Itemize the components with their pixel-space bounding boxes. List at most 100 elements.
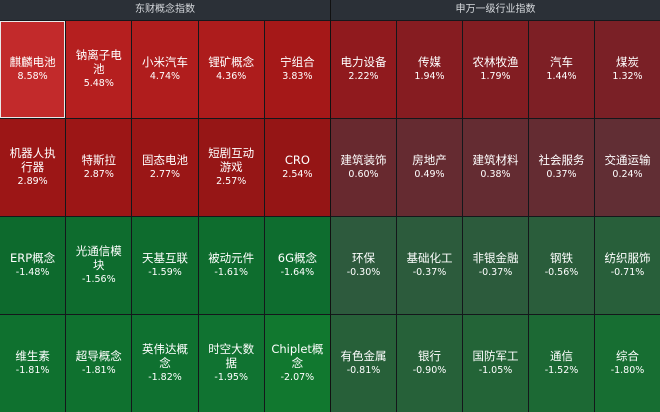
- heatmap-tile[interactable]: 被动元件 -1.61%: [198, 217, 264, 314]
- tile-name: 基础化工: [406, 251, 453, 265]
- tile-name: 被动元件: [208, 251, 255, 265]
- tile-change-percent: -1.52%: [544, 365, 579, 376]
- tile-change-percent: 2.87%: [83, 169, 114, 180]
- heatmap-tile[interactable]: 时空大数据 -1.95%: [198, 315, 264, 412]
- heatmap-tile[interactable]: 维生素 -1.81%: [0, 315, 66, 412]
- heatmap-tile[interactable]: 光通信模块 -1.56%: [66, 217, 132, 314]
- heatmap-tile[interactable]: 汽车 1.44%: [529, 21, 594, 118]
- tile-change-percent: -1.95%: [214, 372, 248, 383]
- heatmap-tile[interactable]: Chiplet概念 -2.07%: [264, 315, 330, 412]
- tile-change-percent: 0.37%: [546, 169, 577, 180]
- tile-change-percent: -1.48%: [15, 267, 50, 278]
- tile-name: 国防军工: [472, 349, 519, 363]
- tile-change-percent: -1.64%: [280, 267, 315, 278]
- heatmap-tile[interactable]: 钠离子电池 5.48%: [66, 21, 132, 118]
- tile-name: 短剧互动游戏: [208, 146, 255, 174]
- heatmap-tile[interactable]: 银行 -0.90%: [397, 315, 462, 412]
- tile-change-percent: -1.61%: [214, 267, 248, 278]
- heatmap-tile[interactable]: 超导概念 -1.81%: [66, 315, 132, 412]
- tile-name: Chiplet概念: [271, 342, 324, 370]
- heatmap-tile[interactable]: 煤炭 1.32%: [595, 21, 660, 118]
- heatmap-tile[interactable]: 6G概念 -1.64%: [264, 217, 330, 314]
- heatmap-tile[interactable]: 通信 -1.52%: [529, 315, 594, 412]
- tile-name: 纺织服饰: [604, 251, 651, 265]
- heatmap-tile[interactable]: 农林牧渔 1.79%: [463, 21, 528, 118]
- panel-title: 东财概念指数: [0, 0, 330, 21]
- tile-change-percent: -0.37%: [478, 267, 513, 278]
- tile-name: 银行: [418, 349, 441, 363]
- tile-name: 机器人执行器: [9, 146, 56, 174]
- tile-name: 麒麟电池: [9, 55, 56, 69]
- heatmap-tile[interactable]: 宁组合 3.83%: [264, 21, 330, 118]
- tile-name: 有色金属: [340, 349, 387, 363]
- tile-name: 特斯拉: [81, 153, 117, 167]
- tile-change-percent: 0.38%: [480, 169, 511, 180]
- tile-name: 社会服务: [538, 153, 585, 167]
- tile-name: 钢铁: [550, 251, 573, 265]
- tile-name: 6G概念: [277, 251, 317, 265]
- heatmap-tile[interactable]: 钢铁 -0.56%: [529, 217, 594, 314]
- tile-change-percent: -1.82%: [148, 372, 182, 383]
- tile-change-percent: 2.77%: [149, 169, 181, 180]
- heatmap-tile[interactable]: 有色金属 -0.81%: [331, 315, 396, 412]
- tile-name: 固态电池: [141, 153, 188, 167]
- tile-change-percent: 5.48%: [83, 78, 114, 89]
- heatmap-tile[interactable]: 电力设备 2.22%: [331, 21, 396, 118]
- tile-change-percent: 0.49%: [414, 169, 445, 180]
- tile-change-percent: 2.57%: [216, 176, 247, 187]
- heatmap-tile[interactable]: 锂矿概念 4.36%: [198, 21, 264, 118]
- tile-name: 天基互联: [141, 251, 188, 265]
- tile-name: 光通信模块: [75, 244, 122, 272]
- heatmap-tile[interactable]: 英伟达概念 -1.82%: [132, 315, 198, 412]
- tile-name: 环保: [352, 251, 375, 265]
- tile-name: CRO: [284, 153, 310, 167]
- heatmap-tile[interactable]: 综合 -1.80%: [595, 315, 660, 412]
- heatmap-tile[interactable]: 交通运输 0.24%: [595, 119, 660, 216]
- heatmap-tile[interactable]: 纺织服饰 -0.71%: [595, 217, 660, 314]
- heatmap-tile[interactable]: 短剧互动游戏 2.57%: [198, 119, 264, 216]
- tile-name: 超导概念: [75, 349, 122, 363]
- heatmap-tile[interactable]: 麒麟电池 8.58%: [0, 21, 66, 118]
- tile-name: 建筑材料: [472, 153, 519, 167]
- tile-change-percent: 8.58%: [17, 71, 48, 82]
- panel-title: 申万一级行业指数: [331, 0, 660, 21]
- tile-change-percent: 0.24%: [612, 169, 643, 180]
- concept-heatmap-grid: 麒麟电池 8.58% 钠离子电池 5.48% 小米汽车 4.74% 锂矿概念 4.36% 宁组合…: [0, 21, 330, 412]
- tile-name: 综合: [616, 349, 639, 363]
- heatmap-tile[interactable]: 房地产 0.49%: [397, 119, 462, 216]
- tile-change-percent: 1.32%: [612, 71, 643, 82]
- tile-name: ERP概念: [9, 251, 56, 265]
- tile-name: 英伟达概念: [141, 342, 188, 370]
- heatmap-tile[interactable]: 特斯拉 2.87%: [66, 119, 132, 216]
- tile-change-percent: 1.94%: [414, 71, 445, 82]
- heatmap-tile[interactable]: 建筑装饰 0.60%: [331, 119, 396, 216]
- tile-change-percent: -1.59%: [148, 267, 182, 278]
- tile-name: 通信: [550, 349, 573, 363]
- heatmap-tile[interactable]: ERP概念 -1.48%: [0, 217, 66, 314]
- heatmap-tile[interactable]: 传媒 1.94%: [397, 21, 462, 118]
- heatmap-tile[interactable]: 环保 -0.30%: [331, 217, 396, 314]
- tile-name: 时空大数据: [208, 342, 255, 370]
- heatmap-tile[interactable]: 社会服务 0.37%: [529, 119, 594, 216]
- industry-heatmap-grid: 电力设备 2.22% 传媒 1.94% 农林牧渔 1.79% 汽车 1.44% 煤炭 1.32% 建…: [331, 21, 660, 412]
- heatmap-tile[interactable]: 国防军工 -1.05%: [463, 315, 528, 412]
- heatmap-tile[interactable]: 基础化工 -0.37%: [397, 217, 462, 314]
- heatmap-tile[interactable]: 小米汽车 4.74%: [132, 21, 198, 118]
- heatmap-tile[interactable]: CRO 2.54%: [264, 119, 330, 216]
- heatmap-tile[interactable]: 非银金融 -0.37%: [463, 217, 528, 314]
- tile-change-percent: -0.71%: [610, 267, 645, 278]
- heatmap-tile[interactable]: 机器人执行器 2.89%: [0, 119, 66, 216]
- tile-change-percent: 1.79%: [480, 71, 511, 82]
- tile-name: 小米汽车: [141, 55, 188, 69]
- tile-change-percent: 2.54%: [282, 169, 313, 180]
- tile-name: 煤炭: [616, 55, 639, 69]
- tile-change-percent: 4.74%: [149, 71, 181, 82]
- tile-change-percent: -1.81%: [81, 365, 116, 376]
- heatmap-tile[interactable]: 建筑材料 0.38%: [463, 119, 528, 216]
- tile-change-percent: -2.07%: [280, 372, 315, 383]
- heatmap-tile[interactable]: 天基互联 -1.59%: [132, 217, 198, 314]
- heatmap-tile[interactable]: 固态电池 2.77%: [132, 119, 198, 216]
- tile-change-percent: 2.89%: [17, 176, 48, 187]
- tile-name: 农林牧渔: [472, 55, 519, 69]
